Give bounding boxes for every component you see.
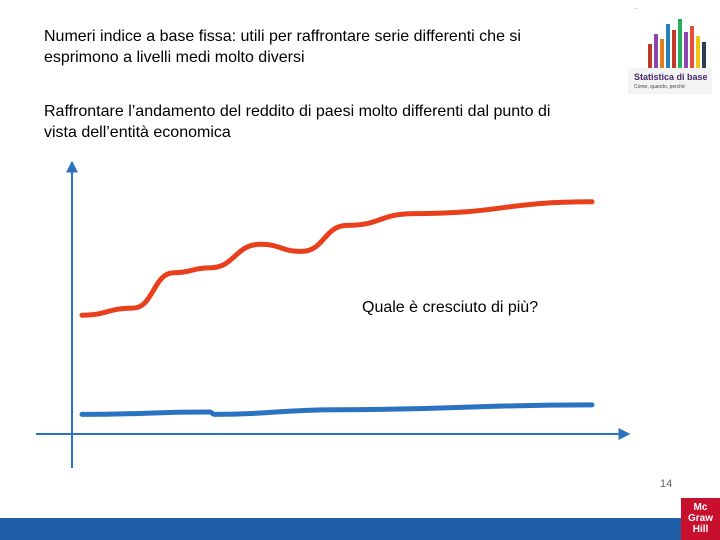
heading-paragraph-2: Raffrontare l’andamento del reddito di p… (44, 103, 551, 141)
cover-subtitle: Come, quando, perché (634, 84, 685, 90)
page-number: 14 (660, 478, 673, 490)
footer-bar (0, 518, 681, 540)
publisher-logo: Mc Graw Hill (681, 498, 720, 540)
question-label: Quale è cresciuto di più? (362, 299, 539, 316)
heading-paragraph-1: Numeri indice a base fissa: utili per ra… (44, 28, 521, 66)
lower-income-curve (79, 402, 595, 417)
book-cover-thumbnail: — Statistica di base Come, quando, perch… (628, 0, 712, 126)
logo-line-2: Graw (687, 513, 713, 524)
logo-line-3: Hill (692, 524, 709, 535)
cover-author: — (634, 5, 638, 10)
upper-income-curve (79, 199, 595, 318)
cover-bar-graphic (648, 19, 706, 70)
logo-line-1: Mc (693, 502, 708, 513)
cover-title: Statistica di base (634, 72, 708, 82)
